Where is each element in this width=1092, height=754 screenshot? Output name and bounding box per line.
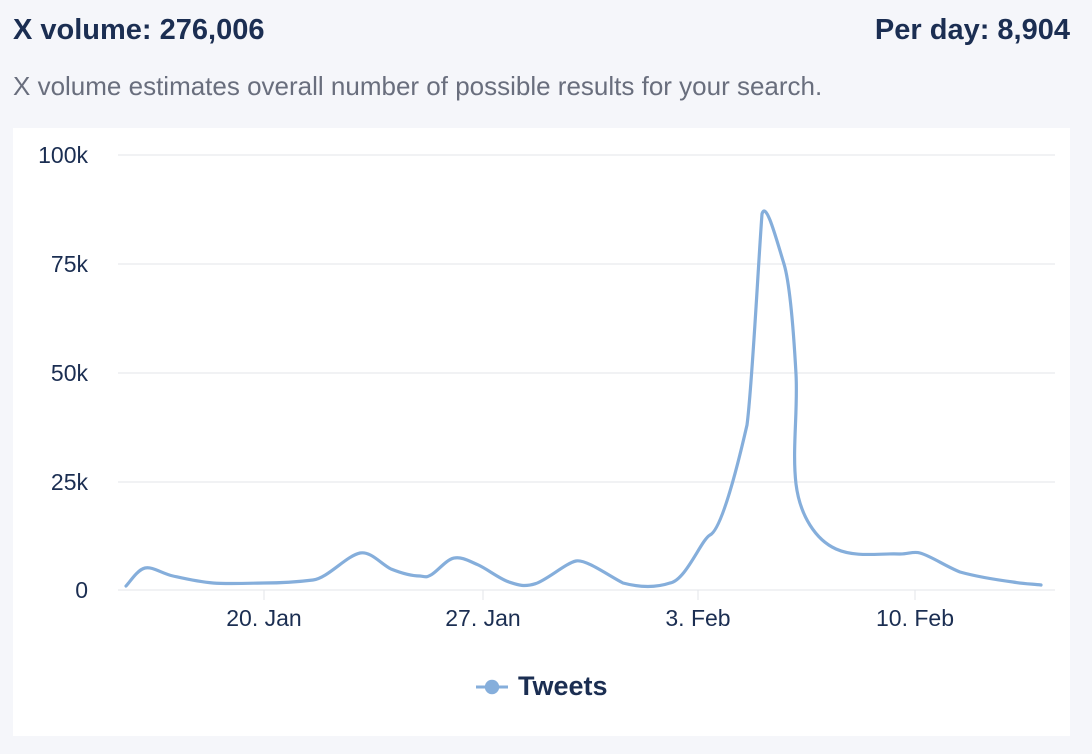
svg-text:0: 0 bbox=[75, 577, 88, 603]
svg-text:10. Feb: 10. Feb bbox=[876, 605, 954, 631]
svg-text:75k: 75k bbox=[51, 251, 89, 277]
svg-text:20. Jan: 20. Jan bbox=[226, 605, 301, 631]
svg-text:25k: 25k bbox=[51, 469, 89, 495]
svg-text:100k: 100k bbox=[38, 142, 88, 168]
svg-text:27. Jan: 27. Jan bbox=[445, 605, 520, 631]
svg-text:50k: 50k bbox=[51, 360, 89, 386]
svg-text:3. Feb: 3. Feb bbox=[665, 605, 730, 631]
